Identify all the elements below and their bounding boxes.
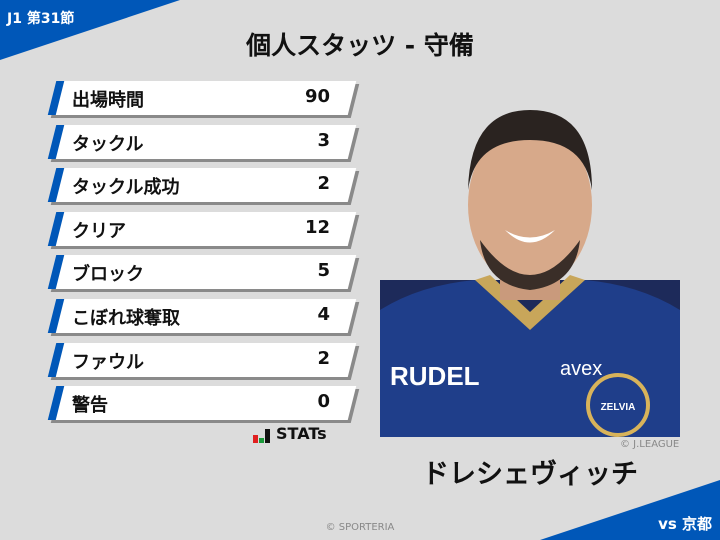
round-label: J1 第31節 (7, 11, 75, 27)
page-title: 個人スタッツ - 守備 (246, 31, 474, 60)
stat-label: タックル成功 (72, 177, 180, 199)
club-crest: ZELVIA (601, 402, 636, 413)
stat-value: 2 (317, 347, 330, 369)
stat-row: こぼれ球奪取 4 (47, 299, 360, 336)
stat-label: 警告 (72, 395, 108, 417)
stat-value: 2 (317, 173, 330, 195)
stat-value: 3 (317, 129, 330, 151)
stat-value: 90 (304, 86, 330, 107)
stat-label: ファウル (72, 351, 144, 373)
stats-bars-icon (253, 429, 270, 443)
stat-value: 12 (304, 216, 330, 238)
stat-label: タックル (72, 133, 144, 155)
stats-logo-text: STATs (276, 424, 327, 443)
stat-label: 出場時間 (72, 90, 144, 111)
stat-row: ブロック 5 (47, 255, 360, 293)
stat-value: 4 (317, 304, 330, 325)
opponent-label: vs 京都 (658, 515, 712, 533)
photo-credit: © J.LEAGUE (620, 439, 680, 450)
stat-row: クリア 12 (47, 211, 360, 249)
player-photo: RUDEL avex ZELVIA (380, 80, 680, 437)
copyright: © SPORTERIA (325, 522, 395, 533)
stat-value: 5 (317, 260, 330, 282)
stat-row: 出場時間 90 (47, 81, 360, 118)
jersey-text: RUDEL (390, 361, 480, 391)
stat-label: こぼれ球奪取 (72, 308, 180, 329)
stat-label: クリア (72, 220, 126, 242)
stat-row: タックル 3 (47, 124, 360, 162)
stat-row: 警告 0 (47, 386, 360, 424)
stat-value: 0 (317, 391, 330, 413)
stats-logo: STATs (253, 424, 327, 443)
stat-row: タックル成功 2 (47, 168, 360, 206)
player-name: ドレシェヴィッチ (422, 459, 638, 490)
sponsor-text: avex (560, 358, 602, 380)
stat-label: ブロック (72, 264, 144, 286)
stat-row: ファウル 2 (47, 342, 360, 380)
